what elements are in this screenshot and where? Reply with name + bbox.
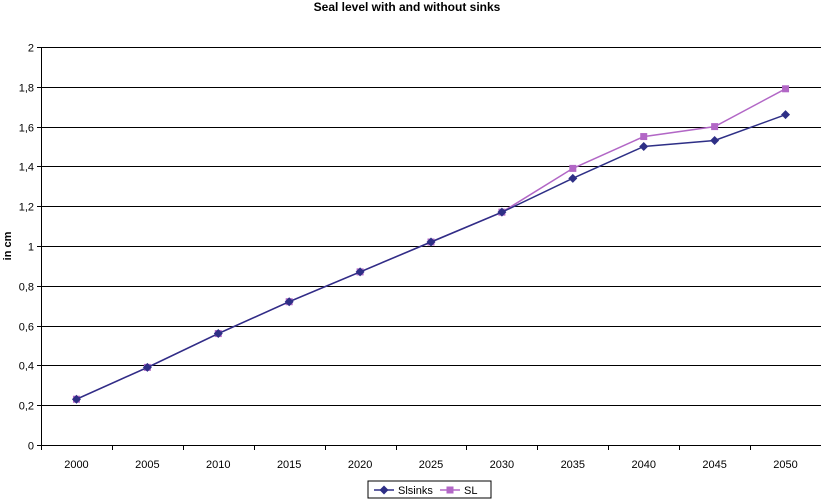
x-tick-labels: 2000 2005 2010 2015 2020 2025 2030 2035 2040 2045… (64, 459, 798, 471)
data-point (213, 329, 223, 339)
data-point (355, 267, 365, 277)
data-point (142, 362, 152, 372)
series-slsinks (71, 110, 791, 404)
y-tick-label: 2 (28, 43, 34, 55)
x-tick-label: 2010 (206, 459, 230, 471)
data-point (640, 133, 648, 141)
axes (37, 47, 821, 450)
y-tick-label: 0,4 (19, 361, 34, 373)
legend-item-slsinks: Slsinks (374, 485, 433, 497)
y-tick-label: 0,6 (19, 322, 34, 334)
gridlines (41, 47, 821, 406)
data-point (710, 136, 720, 146)
series-line (76, 113, 786, 400)
legend-label: Slsinks (398, 485, 433, 497)
series-group (71, 85, 791, 404)
y-tick-label: 1 (28, 242, 34, 254)
x-tick-label: 2005 (135, 459, 159, 471)
x-tick-label: 2050 (773, 459, 797, 471)
data-point (639, 142, 649, 151)
legend-box (367, 480, 492, 499)
legend-marker (446, 486, 454, 494)
x-tick-label: 2000 (64, 459, 88, 471)
y-axis-label: in cm (2, 231, 14, 260)
data-point (568, 173, 578, 183)
legend-label: SL (464, 485, 477, 497)
y-tick-label: 1,4 (19, 162, 34, 174)
y-tick-label: 1,2 (19, 202, 34, 214)
data-point (497, 207, 507, 217)
y-tick-label: 1,8 (19, 83, 34, 95)
legend-marker (379, 485, 389, 495)
x-tick-label: 2020 (348, 459, 372, 471)
chart-title: Seal level with and without sinks (314, 0, 501, 14)
y-tick-label: 0,2 (19, 401, 34, 413)
y-tick-label: 0,8 (19, 282, 34, 294)
x-tick-label: 2040 (631, 459, 655, 471)
y-tick-label: 0 (28, 441, 34, 453)
data-point (569, 164, 577, 172)
data-point (782, 85, 790, 93)
x-tick-label: 2035 (561, 459, 585, 471)
data-point (71, 394, 81, 404)
data-point (711, 123, 719, 131)
x-tick-label: 2030 (490, 459, 514, 471)
y-tick-labels: 0 0,2 0,4 0,6 0,8 1 1,2 1,4 1,6 1,8 2 (19, 43, 34, 453)
data-point (781, 110, 791, 120)
x-tick-label: 2045 (702, 459, 726, 471)
x-tick-label: 2025 (419, 459, 443, 471)
x-tick-label: 2015 (277, 459, 301, 471)
data-point (426, 237, 436, 247)
legend: Slsinks SL (367, 480, 492, 499)
legend-item-sl: SL (440, 485, 477, 497)
y-tick-label: 1,6 (19, 123, 34, 135)
data-point (284, 297, 294, 307)
